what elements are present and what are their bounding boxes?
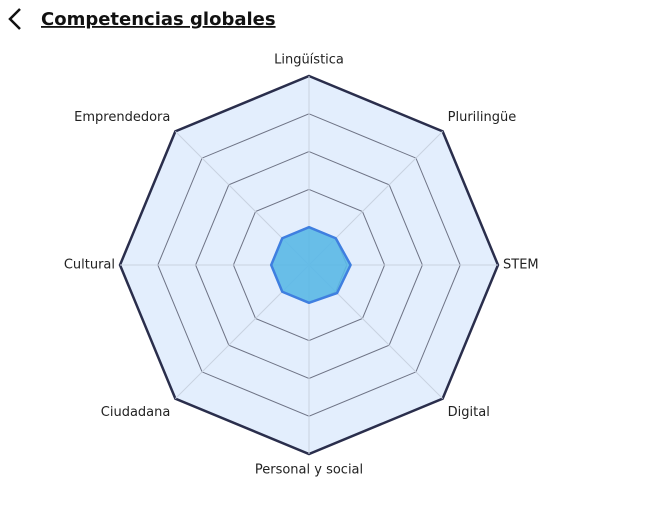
back-button[interactable] [8, 8, 21, 30]
axis-label: Plurilingüe [448, 110, 517, 125]
data-area [269, 225, 352, 305]
data-layer [269, 225, 352, 305]
axis-label: Emprendedora [74, 110, 170, 125]
axis-label: Lingüística [274, 53, 344, 68]
chart-title: Competencias globales [41, 9, 276, 30]
axis-label: Ciudadana [101, 405, 171, 420]
axis-label: Personal y social [255, 463, 363, 478]
labels: Lingüística Plurilingüe STEM Digital Persona… [64, 53, 539, 478]
axis-label: STEM [503, 258, 539, 273]
axis-label: Cultural [64, 258, 115, 273]
axis-label: Digital [448, 405, 490, 420]
